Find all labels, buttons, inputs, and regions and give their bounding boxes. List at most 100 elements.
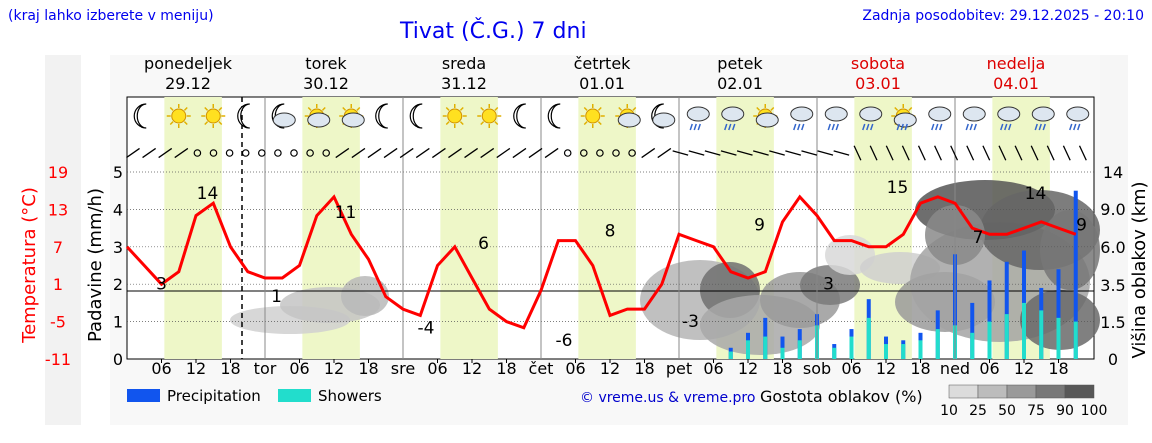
credit-text: © vreme.us & vreme.pro: [580, 390, 755, 406]
showers-bar: [728, 351, 733, 359]
wind-barb-icon: [1078, 145, 1087, 161]
temperature-line: [125, 194, 1077, 330]
calm-wind-icon: [290, 149, 298, 157]
sun-disc: [447, 108, 463, 124]
precip-tick-label: 3: [113, 238, 123, 257]
wind-barb-icon: [431, 147, 446, 159]
wind-barb-icon: [448, 147, 462, 159]
wind-barb-icon: [512, 147, 527, 159]
showers-bar: [935, 329, 940, 359]
wind-barb-icon: [657, 147, 672, 159]
day-date: 30.12: [303, 74, 349, 93]
sun-icon: [442, 104, 467, 128]
hour-tick-label: 12: [186, 359, 206, 378]
temperature-value-label: 8: [605, 222, 616, 242]
rain-drop: [1008, 123, 1012, 131]
hour-tick-label: 12: [600, 359, 620, 378]
hour-tick-label: 18: [220, 359, 240, 378]
wind-barb-icon: [885, 145, 894, 161]
hour-tick-label: 12: [1014, 359, 1034, 378]
precipitation-legend-label: Precipitation: [167, 387, 261, 405]
cloud-shape: [928, 106, 952, 122]
day-date: 04.01: [993, 74, 1039, 93]
moon-shape: [237, 103, 250, 129]
showers-bar: [797, 340, 802, 359]
rain-drop: [1077, 123, 1081, 131]
temperature-value-label: 15: [887, 178, 909, 198]
wind-barb-icon: [704, 150, 721, 156]
sun-icon: [166, 104, 191, 128]
day-date: 01.01: [579, 74, 625, 93]
sun-ray: [459, 121, 464, 126]
cloud-density-swatch: [948, 384, 979, 399]
showers-bar: [970, 332, 975, 359]
cloud-shape: [617, 112, 641, 128]
sun-ray: [307, 106, 312, 111]
wind-barb-icon: [998, 145, 1007, 161]
day-name: petek: [717, 54, 763, 73]
hour-tick-label: 18: [634, 359, 654, 378]
wind-barb-icon: [917, 145, 926, 161]
hour-tick-label: 06: [841, 359, 861, 378]
wind-barb-icon: [126, 147, 140, 159]
cloud-density-level-label: 90: [1056, 403, 1074, 419]
calm-wind-icon: [563, 149, 572, 157]
precip-tick-label: 1: [113, 313, 123, 332]
temperature-tick-label: -5: [50, 313, 66, 332]
calm-wind-icon: [306, 149, 314, 157]
cloud-shape: [790, 106, 814, 122]
temperature-axis-label: Temperatura (°C): [19, 187, 40, 344]
moon-shape: [375, 103, 388, 129]
rain-drop: [900, 123, 904, 131]
rain-cloud-icon: [721, 106, 745, 131]
rain-drop: [969, 123, 973, 131]
precipitation-bar: [1073, 190, 1078, 359]
wind-barb-icon: [351, 147, 366, 159]
sun-ray: [321, 106, 326, 111]
calm-wind-icon: [209, 149, 218, 157]
showers-bar: [1056, 317, 1061, 359]
precipitation-legend-swatch: [127, 389, 160, 402]
day-name: nedelja: [987, 54, 1046, 73]
wind-barb-icon: [496, 147, 511, 159]
temperature-value-label: -4: [418, 318, 435, 338]
precipitation-bar: [1004, 261, 1009, 359]
rain-drop: [939, 123, 943, 131]
day-tick-label: sob: [803, 359, 831, 378]
wind-barb-icon: [480, 147, 495, 159]
cloud-shape: [859, 106, 883, 122]
day-tick-label: čet: [529, 359, 554, 378]
sun-icon: [753, 104, 779, 128]
moon-shape: [547, 103, 561, 129]
sun-ray: [459, 106, 464, 111]
temperature-value-label: 11: [335, 203, 357, 223]
showers-bar: [746, 340, 750, 359]
temperature-value-label: 9: [754, 215, 765, 235]
precipitation-bar: [970, 302, 975, 359]
day-name: ponedeljek: [144, 54, 233, 73]
moon-icon: [133, 103, 147, 129]
wind-barb-icon: [801, 150, 818, 156]
cloud-density-level-label: 50: [998, 403, 1016, 419]
cloud-density-area: [1040, 210, 1100, 290]
hour-tick-label: 12: [738, 359, 758, 378]
calm-wind-icon: [628, 149, 636, 157]
sun-ray: [632, 106, 637, 111]
sun-ray: [618, 106, 623, 111]
precip-tick-label: 0: [113, 350, 123, 369]
rain-drop: [896, 123, 900, 131]
sun-icon: [891, 104, 917, 131]
wind-barb-icon: [785, 150, 801, 156]
precipitation-bar: [1056, 269, 1061, 359]
sun-ray: [908, 106, 913, 111]
day-tick-label: pet: [666, 359, 692, 378]
rain-drop: [973, 123, 977, 131]
showers-bar: [987, 321, 992, 359]
precip-tick-label: 2: [113, 275, 123, 294]
cloud-height-axis-label: Višina oblakov (km): [1129, 181, 1150, 358]
hour-tick-label: 18: [1048, 359, 1068, 378]
temperature-value-label: 1: [271, 287, 282, 307]
sun-ray: [169, 121, 174, 126]
sun-icon: [580, 104, 605, 128]
rain-drop: [1073, 123, 1077, 131]
